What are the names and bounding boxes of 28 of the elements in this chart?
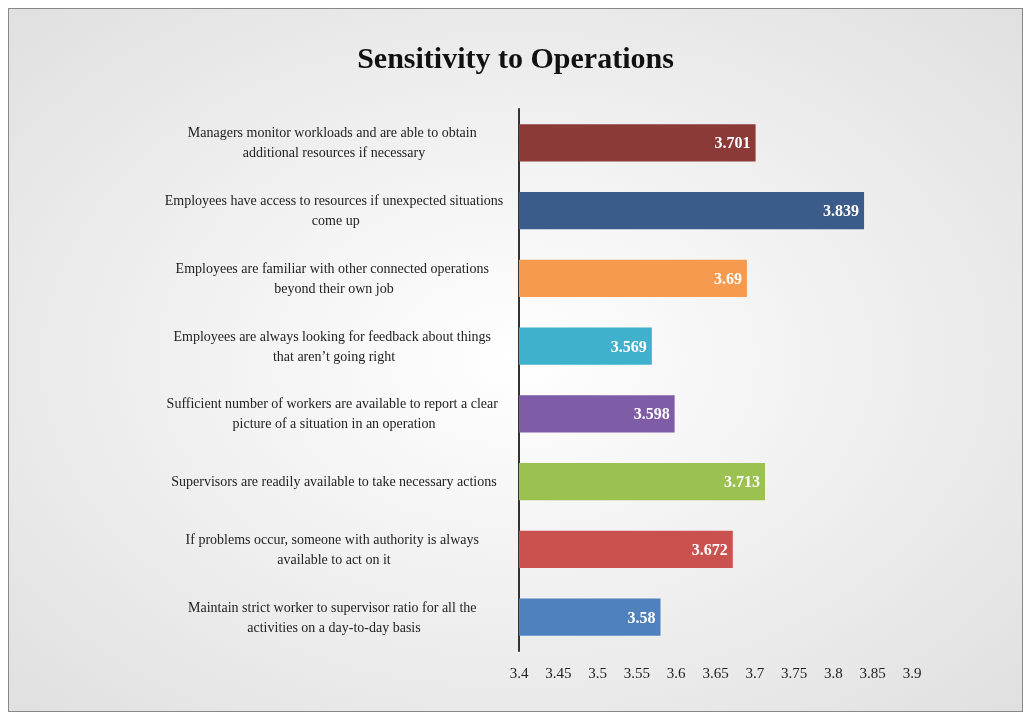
- data-label: 3.598: [633, 405, 670, 423]
- data-label: 3.672: [691, 540, 728, 558]
- y-tick-label: Sufficient number of workers are available to report a clear picture of a situation in an operation: [166, 396, 502, 432]
- data-label: 3.58: [627, 608, 656, 626]
- y-tick-label: Employees have access to resources if unexpected situations come up: [164, 193, 504, 229]
- x-tick-label: 3.6: [666, 664, 687, 681]
- y-tick-label: Managers monitor workloads and are able to obtain additional resources if necessary: [187, 125, 481, 161]
- x-tick-label: 3.5: [588, 664, 607, 681]
- y-tick-label: Employees are always looking for feedback about things that aren’t going right: [173, 328, 495, 364]
- x-tick-label: 3.9: [902, 664, 922, 681]
- chart-title: Sensitivity to Operations: [357, 40, 674, 74]
- y-tick-label: Employees are familiar with other connected operations beyond their own job: [175, 260, 493, 296]
- x-tick-label: 3.7: [745, 664, 765, 681]
- x-tick-label: 3.85: [859, 664, 886, 681]
- x-tick-label: 3.4: [509, 664, 529, 681]
- x-tick-label: 3.75: [780, 664, 808, 681]
- x-tick-label: 3.55: [623, 664, 651, 681]
- x-tick-label: 3.65: [702, 664, 729, 681]
- y-tick-label: Supervisors are readily available to take necessary actions: [171, 474, 497, 490]
- x-tick-label: 3.45: [545, 664, 572, 681]
- data-label: 3.569: [610, 337, 647, 355]
- data-label: 3.839: [823, 202, 860, 220]
- data-label: 3.69: [713, 269, 742, 287]
- data-label: 3.713: [724, 473, 761, 491]
- y-tick-label: If problems occur, someone with authority is always available to act on it: [185, 531, 483, 567]
- data-label: 3.701: [714, 134, 751, 152]
- x-tick-label: 3.8: [824, 664, 843, 681]
- y-tick-label: Maintain strict worker to supervisor ratio for all the activities on a day-to-day basis: [188, 599, 480, 635]
